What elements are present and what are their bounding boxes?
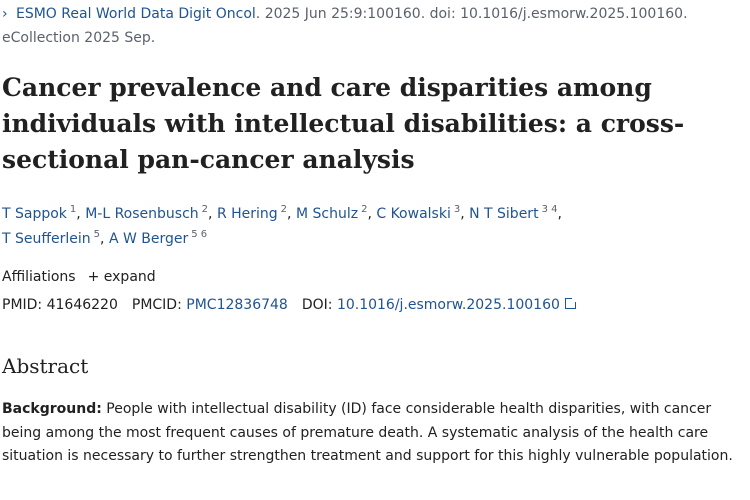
plus-icon: +	[87, 269, 104, 285]
author-affiliation-number[interactable]: 2	[201, 204, 209, 215]
expand-label: expand	[103, 269, 156, 285]
author-affiliation-number[interactable]: 5 6	[191, 229, 208, 240]
abstract-heading: Abstract	[2, 354, 89, 378]
abstract-background: Background: People with intellectual dis…	[2, 398, 744, 469]
author-link[interactable]: N T Sibert	[469, 206, 539, 222]
author-link[interactable]: A W Berger	[108, 231, 189, 247]
doi-label: DOI:	[301, 297, 333, 313]
author-link[interactable]: M-L Rosenbusch	[85, 206, 199, 222]
author-list: T Sappok 1, M-L Rosenbusch 2, R Hering 2, M…	[2, 204, 562, 248]
author-affiliation-number[interactable]: 3 4	[541, 204, 558, 215]
author-link[interactable]: M Schulz	[295, 206, 359, 222]
author-affiliation-number[interactable]: 1	[69, 204, 77, 215]
background-text: People with intellectual disability (ID)…	[2, 401, 733, 464]
background-label: Background:	[2, 401, 102, 417]
pmid-value: 41646220	[46, 297, 118, 313]
page-title: Cancer prevalence and care disparities a…	[2, 73, 685, 174]
author-link[interactable]: T Seufferlein	[2, 231, 91, 247]
author-link[interactable]: R Hering	[216, 206, 278, 222]
citation-details: . 2025 Jun 25:9:100160. doi: 10.1016/j.e…	[2, 6, 688, 46]
external-link-icon[interactable]	[564, 297, 577, 309]
author-affiliation-number[interactable]: 2	[361, 204, 368, 215]
author-affiliation-number[interactable]: 2	[280, 204, 288, 215]
doi-link[interactable]: 10.1016/j.esmorw.2025.100160	[336, 297, 560, 313]
chevron-right-icon[interactable]: ›	[2, 6, 8, 22]
pmid-label: PMID:	[2, 297, 43, 313]
author-affiliation-number[interactable]: 3	[453, 204, 461, 215]
journal-link[interactable]: ESMO Real World Data Digit Oncol	[16, 6, 256, 22]
author-link[interactable]: T Sappok	[2, 206, 67, 222]
author-link[interactable]: C Kowalski	[376, 206, 451, 222]
pmcid-label: PMCID:	[131, 297, 182, 313]
affiliations-expand-button[interactable]: + expand	[88, 269, 156, 285]
identifiers-row: PMID: 41646220 PMCID: PMC12836748 DOI: 10.…	[2, 294, 577, 316]
affiliations-label: Affiliations	[2, 269, 76, 285]
citation-line: › ESMO Real World Data Digit Oncol. 2025 …	[2, 2, 742, 50]
affiliations-row: Affiliations + expand	[2, 266, 156, 288]
pmcid-link[interactable]: PMC12836748	[186, 297, 288, 313]
author-affiliation-number[interactable]: 5	[93, 229, 101, 240]
